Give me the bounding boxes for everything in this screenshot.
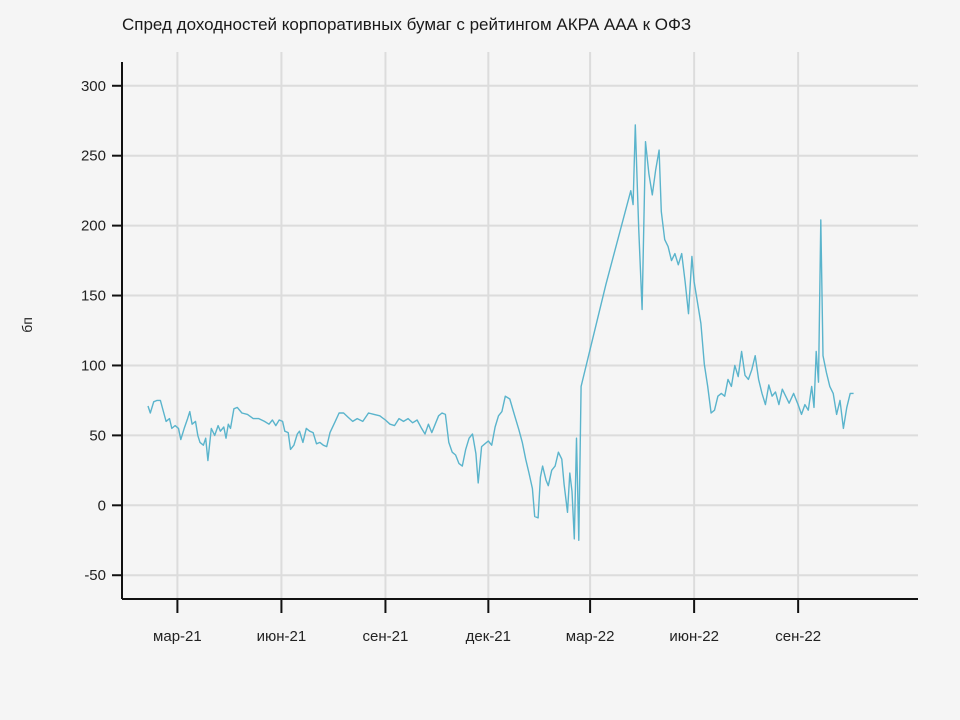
- y-tick-label: 50: [89, 427, 106, 444]
- y-tick-label: 200: [81, 218, 106, 235]
- chart-title: Спред доходностей корпоративных бумаг с …: [122, 15, 691, 34]
- x-tick-label: июн-21: [257, 628, 307, 645]
- y-tick-label: 0: [98, 497, 106, 514]
- y-tick-label: 100: [81, 357, 106, 374]
- spread-series-line: [147, 124, 854, 541]
- x-tick-label: дек-21: [466, 628, 511, 645]
- axes: -50 0 50 100 150 200 250 300 мар-21 июн-21 сен-21 д…: [81, 62, 918, 645]
- y-axis-label: бп: [19, 317, 35, 333]
- grid-lines: [122, 52, 918, 599]
- y-tick-label: 150: [81, 288, 106, 305]
- series-layer: [147, 124, 854, 541]
- x-tick-label: сен-21: [363, 628, 409, 645]
- x-tick-label: мар-21: [153, 628, 202, 645]
- y-tick-label: -50: [84, 567, 106, 584]
- x-tick-label: мар-22: [566, 628, 615, 645]
- y-tick-label: 300: [81, 78, 106, 95]
- x-tick-label: сен-22: [775, 628, 821, 645]
- y-tick-label: 250: [81, 148, 106, 165]
- x-tick-label: июн-22: [669, 628, 719, 645]
